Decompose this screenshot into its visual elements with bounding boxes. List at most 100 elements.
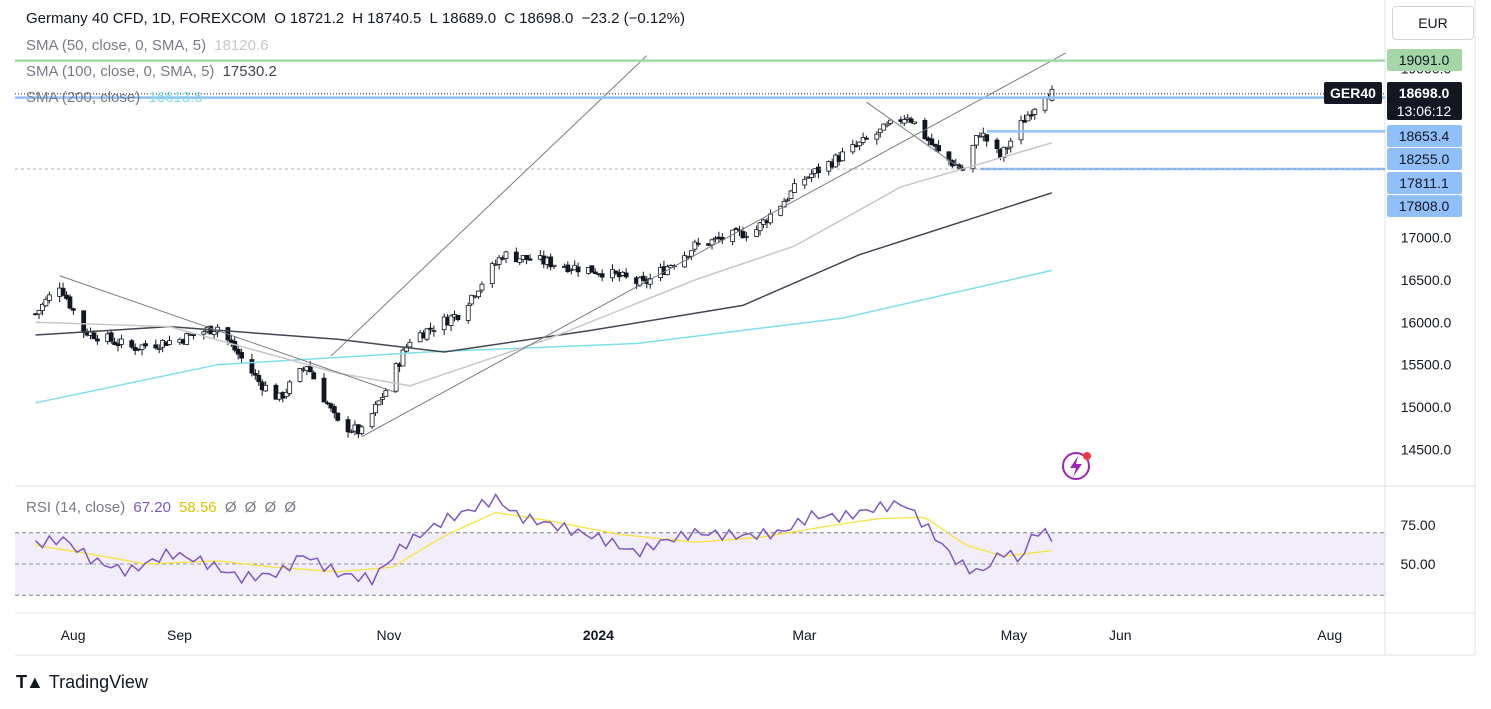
price-tag-bg bbox=[1387, 195, 1462, 217]
rsi-extra-2: Ø bbox=[244, 499, 257, 516]
price-axis-tick: 16500.0 bbox=[1401, 272, 1452, 288]
rsi-line[interactable] bbox=[35, 493, 1053, 587]
candle bbox=[850, 144, 856, 153]
currency-button[interactable]: EUR bbox=[1392, 6, 1474, 40]
candle bbox=[252, 373, 258, 376]
price-tag[interactable]: 18653.4 bbox=[1387, 125, 1462, 147]
candle bbox=[1008, 140, 1014, 148]
candle bbox=[524, 254, 530, 260]
price-tag[interactable]: 17808.0 bbox=[1387, 195, 1462, 217]
price-tag[interactable]: 18698.0 13:06:12 GER40 bbox=[1324, 82, 1462, 120]
price-tag-value: 17811.1 bbox=[1399, 175, 1449, 191]
rsi-pane[interactable] bbox=[15, 493, 1385, 596]
candle bbox=[108, 332, 114, 342]
high-label: H bbox=[352, 10, 364, 27]
candle bbox=[424, 328, 430, 340]
candles[interactable] bbox=[33, 85, 1055, 439]
candle bbox=[428, 327, 433, 330]
candle bbox=[565, 264, 571, 273]
price-tag-value: 18653.4 bbox=[1399, 128, 1450, 144]
sma100-line[interactable] bbox=[35, 192, 1053, 353]
price-tag[interactable]: 17811.1 bbox=[1387, 172, 1462, 194]
price-tag[interactable]: 18255.0 bbox=[1387, 148, 1462, 170]
candle bbox=[191, 334, 196, 337]
price-tag-bg bbox=[1387, 82, 1462, 120]
price-tag-bg bbox=[1387, 148, 1462, 170]
trendline-4[interactable] bbox=[866, 101, 963, 171]
rsi-ma-line[interactable] bbox=[35, 511, 1052, 573]
price-tag-bg bbox=[1387, 172, 1462, 194]
candle bbox=[359, 426, 365, 434]
candle bbox=[311, 372, 317, 380]
candle bbox=[548, 256, 554, 268]
rsi-legend[interactable]: RSI (14, close) 67.20 58.56 Ø Ø Ø Ø bbox=[26, 499, 300, 516]
candle bbox=[689, 250, 694, 257]
sma200-legend[interactable]: SMA (200, close) 16613.6 bbox=[26, 89, 207, 106]
candle bbox=[908, 118, 914, 123]
candle bbox=[857, 141, 863, 147]
candle bbox=[592, 271, 598, 275]
lightning-icon-bolt bbox=[1070, 456, 1082, 477]
candle bbox=[335, 412, 341, 421]
candle bbox=[283, 391, 289, 398]
candle bbox=[589, 265, 595, 273]
candle bbox=[328, 403, 334, 409]
candle bbox=[994, 139, 1000, 149]
rsi-label: RSI (14, close) bbox=[26, 499, 126, 516]
candle bbox=[307, 366, 313, 373]
candle bbox=[273, 384, 279, 400]
rsi-axis-tick: 75.00 bbox=[1400, 517, 1435, 533]
candle bbox=[767, 213, 773, 224]
candle bbox=[331, 406, 337, 414]
tradingview-branding[interactable]: T▲ TradingView bbox=[16, 672, 148, 693]
candle bbox=[287, 381, 293, 394]
price-tag-value: 17808.0 bbox=[1399, 198, 1450, 214]
price-axis-tick: 15000.0 bbox=[1401, 399, 1452, 415]
trendline-2[interactable] bbox=[361, 52, 1066, 438]
candle bbox=[167, 340, 172, 345]
candle bbox=[977, 135, 983, 138]
candle bbox=[235, 348, 241, 355]
candle bbox=[936, 145, 942, 152]
high-value: 18740.5 bbox=[367, 10, 422, 27]
price-tag[interactable]: 19091.0 bbox=[1387, 49, 1462, 71]
countdown: 13:06:12 bbox=[1397, 103, 1452, 119]
candle bbox=[754, 229, 760, 237]
candle bbox=[373, 403, 378, 414]
candle bbox=[809, 173, 814, 178]
sma200-value: 16613.6 bbox=[148, 89, 203, 106]
tradingview-logo-icon: T▲ bbox=[16, 672, 44, 692]
trendline-1[interactable] bbox=[59, 275, 397, 394]
price-tag-value: 18255.0 bbox=[1399, 151, 1450, 167]
candle bbox=[91, 332, 97, 340]
candle bbox=[476, 290, 481, 298]
sma200-line[interactable] bbox=[35, 269, 1053, 404]
lightning-icon[interactable] bbox=[1062, 452, 1091, 480]
candle bbox=[685, 255, 691, 258]
candle bbox=[297, 368, 303, 383]
candle bbox=[692, 241, 698, 250]
sma50-legend[interactable]: SMA (50, close, 0, SMA, 5) 18120.6 bbox=[26, 37, 272, 54]
candle bbox=[60, 287, 66, 296]
sma100-value: 17530.2 bbox=[222, 63, 277, 80]
candle bbox=[709, 239, 715, 246]
trendline-3[interactable] bbox=[330, 55, 648, 357]
candle bbox=[640, 275, 646, 281]
lightning-icon-dot bbox=[1083, 452, 1091, 460]
sma50-value: 18120.6 bbox=[214, 37, 269, 54]
sma50-label: SMA (50, close, 0, SMA, 5) bbox=[26, 37, 207, 54]
time-axis-tick: Mar bbox=[792, 627, 816, 643]
candle bbox=[974, 135, 979, 146]
candle bbox=[321, 377, 327, 403]
lightning-icon-ring bbox=[1062, 452, 1090, 480]
time-axis-tick: Aug bbox=[1317, 627, 1342, 643]
rsi-extra-3: Ø bbox=[264, 499, 277, 516]
price-pane[interactable] bbox=[15, 52, 1385, 439]
candle bbox=[1018, 120, 1024, 141]
sma100-legend[interactable]: SMA (100, close, 0, SMA, 5) 17530.2 bbox=[26, 63, 281, 80]
candle bbox=[400, 349, 406, 367]
rsi-ma-value: 58.56 bbox=[179, 499, 217, 516]
sma50-line[interactable] bbox=[35, 142, 1053, 387]
candle bbox=[785, 199, 790, 202]
